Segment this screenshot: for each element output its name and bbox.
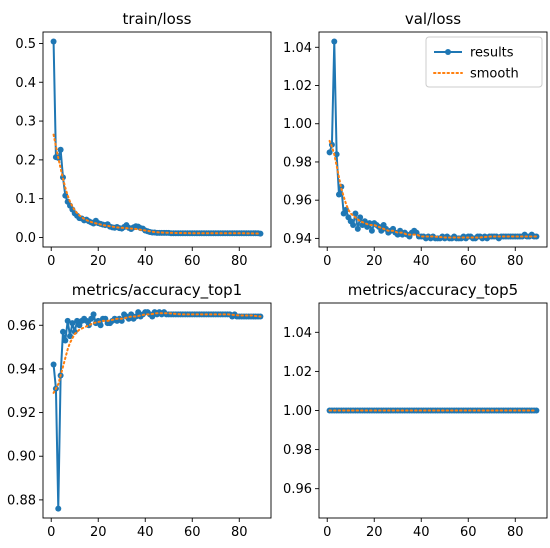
legend-box	[425, 36, 543, 88]
data-point	[57, 146, 64, 153]
x-tick-label: 0	[47, 525, 55, 540]
chart-title: val/loss	[405, 10, 461, 28]
plot-area	[50, 38, 264, 237]
y-tick-label: 0.94	[7, 362, 36, 377]
x-tick-label: 20	[90, 525, 107, 540]
y-tick-label: 0.96	[283, 194, 312, 209]
data-point	[331, 38, 338, 45]
data-point	[69, 320, 76, 327]
series-line-smooth	[52, 312, 262, 394]
plot-area	[50, 309, 264, 512]
x-tick-label: 0	[323, 525, 331, 540]
chart-title: train/loss	[123, 10, 192, 28]
legend-label-results: results	[470, 46, 514, 61]
x-tick-label: 20	[366, 525, 383, 540]
y-tick-label: 1.04	[283, 326, 312, 341]
chart-panel-4: metrics/accuracy_top5 0 20 40 60 80 0.96 0.98 1.…	[283, 281, 548, 540]
data-point	[64, 317, 71, 324]
y-tick-label: 0.3	[15, 115, 36, 130]
y-tick-label: 0.2	[15, 153, 36, 168]
x-tick-label: 0	[323, 254, 331, 269]
data-point	[352, 210, 359, 217]
data-point	[62, 337, 69, 344]
y-tick-label: 1.00	[283, 117, 312, 132]
chart-panel-2: val/loss 0 20 40 60 80 0.94 0.96 0.98 1.00 1.02 1.0…	[283, 10, 548, 269]
y-tick-label: 0.1	[15, 192, 36, 207]
y-tick-label: 0.98	[283, 155, 312, 170]
x-tick-label: 40	[413, 525, 430, 540]
x-tick-label: 80	[231, 525, 248, 540]
data-point	[55, 505, 62, 512]
x-tick-label: 80	[507, 525, 524, 540]
y-tick-label: 0.88	[7, 493, 36, 508]
y-tick-label: 0.90	[7, 450, 36, 465]
y-tick-label: 0.5	[15, 37, 36, 52]
y-tick-label: 0.96	[283, 482, 312, 497]
data-point	[67, 333, 74, 340]
x-tick-label: 40	[413, 254, 430, 269]
plot-area	[326, 38, 540, 242]
y-tick-label: 1.02	[283, 365, 312, 380]
y-tick-label: 0.94	[283, 232, 312, 247]
data-point	[59, 328, 66, 335]
chart-title: metrics/accuracy_top5	[348, 281, 518, 300]
axes-frame	[42, 302, 272, 519]
y-tick-label: 0.96	[7, 319, 36, 334]
x-tick-label: 80	[231, 254, 248, 269]
plot-area	[326, 407, 540, 414]
x-tick-label: 60	[460, 254, 477, 269]
axes-frame	[318, 31, 548, 248]
series-line-results	[52, 41, 261, 235]
series-line-smooth	[52, 133, 262, 235]
data-point	[354, 225, 361, 232]
x-tick-label: 60	[184, 254, 201, 269]
y-tick-label: 1.00	[283, 404, 312, 419]
data-point	[97, 322, 104, 329]
x-tick-label: 20	[366, 254, 383, 269]
x-tick-label: 60	[460, 525, 477, 540]
data-point	[335, 191, 342, 198]
chart-panel-3: metrics/accuracy_top1 0 20 40 60 80 0.88 0.90 0.…	[7, 281, 272, 540]
series-line-smooth	[328, 139, 538, 239]
data-point	[326, 149, 333, 156]
data-point	[533, 407, 540, 414]
y-tick-label: 0.4	[15, 76, 36, 91]
series-line-results	[52, 311, 261, 510]
y-tick-label: 0.92	[7, 406, 36, 421]
data-point	[350, 222, 357, 229]
data-point	[368, 227, 375, 234]
x-tick-label: 40	[137, 254, 154, 269]
chart-panel-1: train/loss 0 20 40 60 80 0.0 0.1 0.2 0.3 0.4 0.5	[15, 10, 272, 269]
data-point	[257, 230, 264, 237]
y-tick-label: 1.02	[283, 79, 312, 94]
x-tick-label: 40	[137, 525, 154, 540]
x-tick-label: 60	[184, 525, 201, 540]
x-tick-label: 80	[507, 254, 524, 269]
chart-title: metrics/accuracy_top1	[72, 281, 242, 300]
axes-frame	[42, 31, 272, 248]
y-tick-label: 0.98	[283, 443, 312, 458]
data-point	[50, 38, 57, 45]
y-tick-label: 0.0	[15, 231, 36, 246]
data-point	[50, 361, 57, 368]
data-point	[90, 311, 97, 318]
y-tick-label: 1.04	[283, 41, 312, 56]
legend-label-smooth: smooth	[470, 67, 519, 82]
x-tick-label: 20	[90, 254, 107, 269]
x-tick-label: 0	[47, 254, 55, 269]
legend: results smooth	[425, 36, 543, 88]
legend-marker-results	[445, 49, 451, 55]
